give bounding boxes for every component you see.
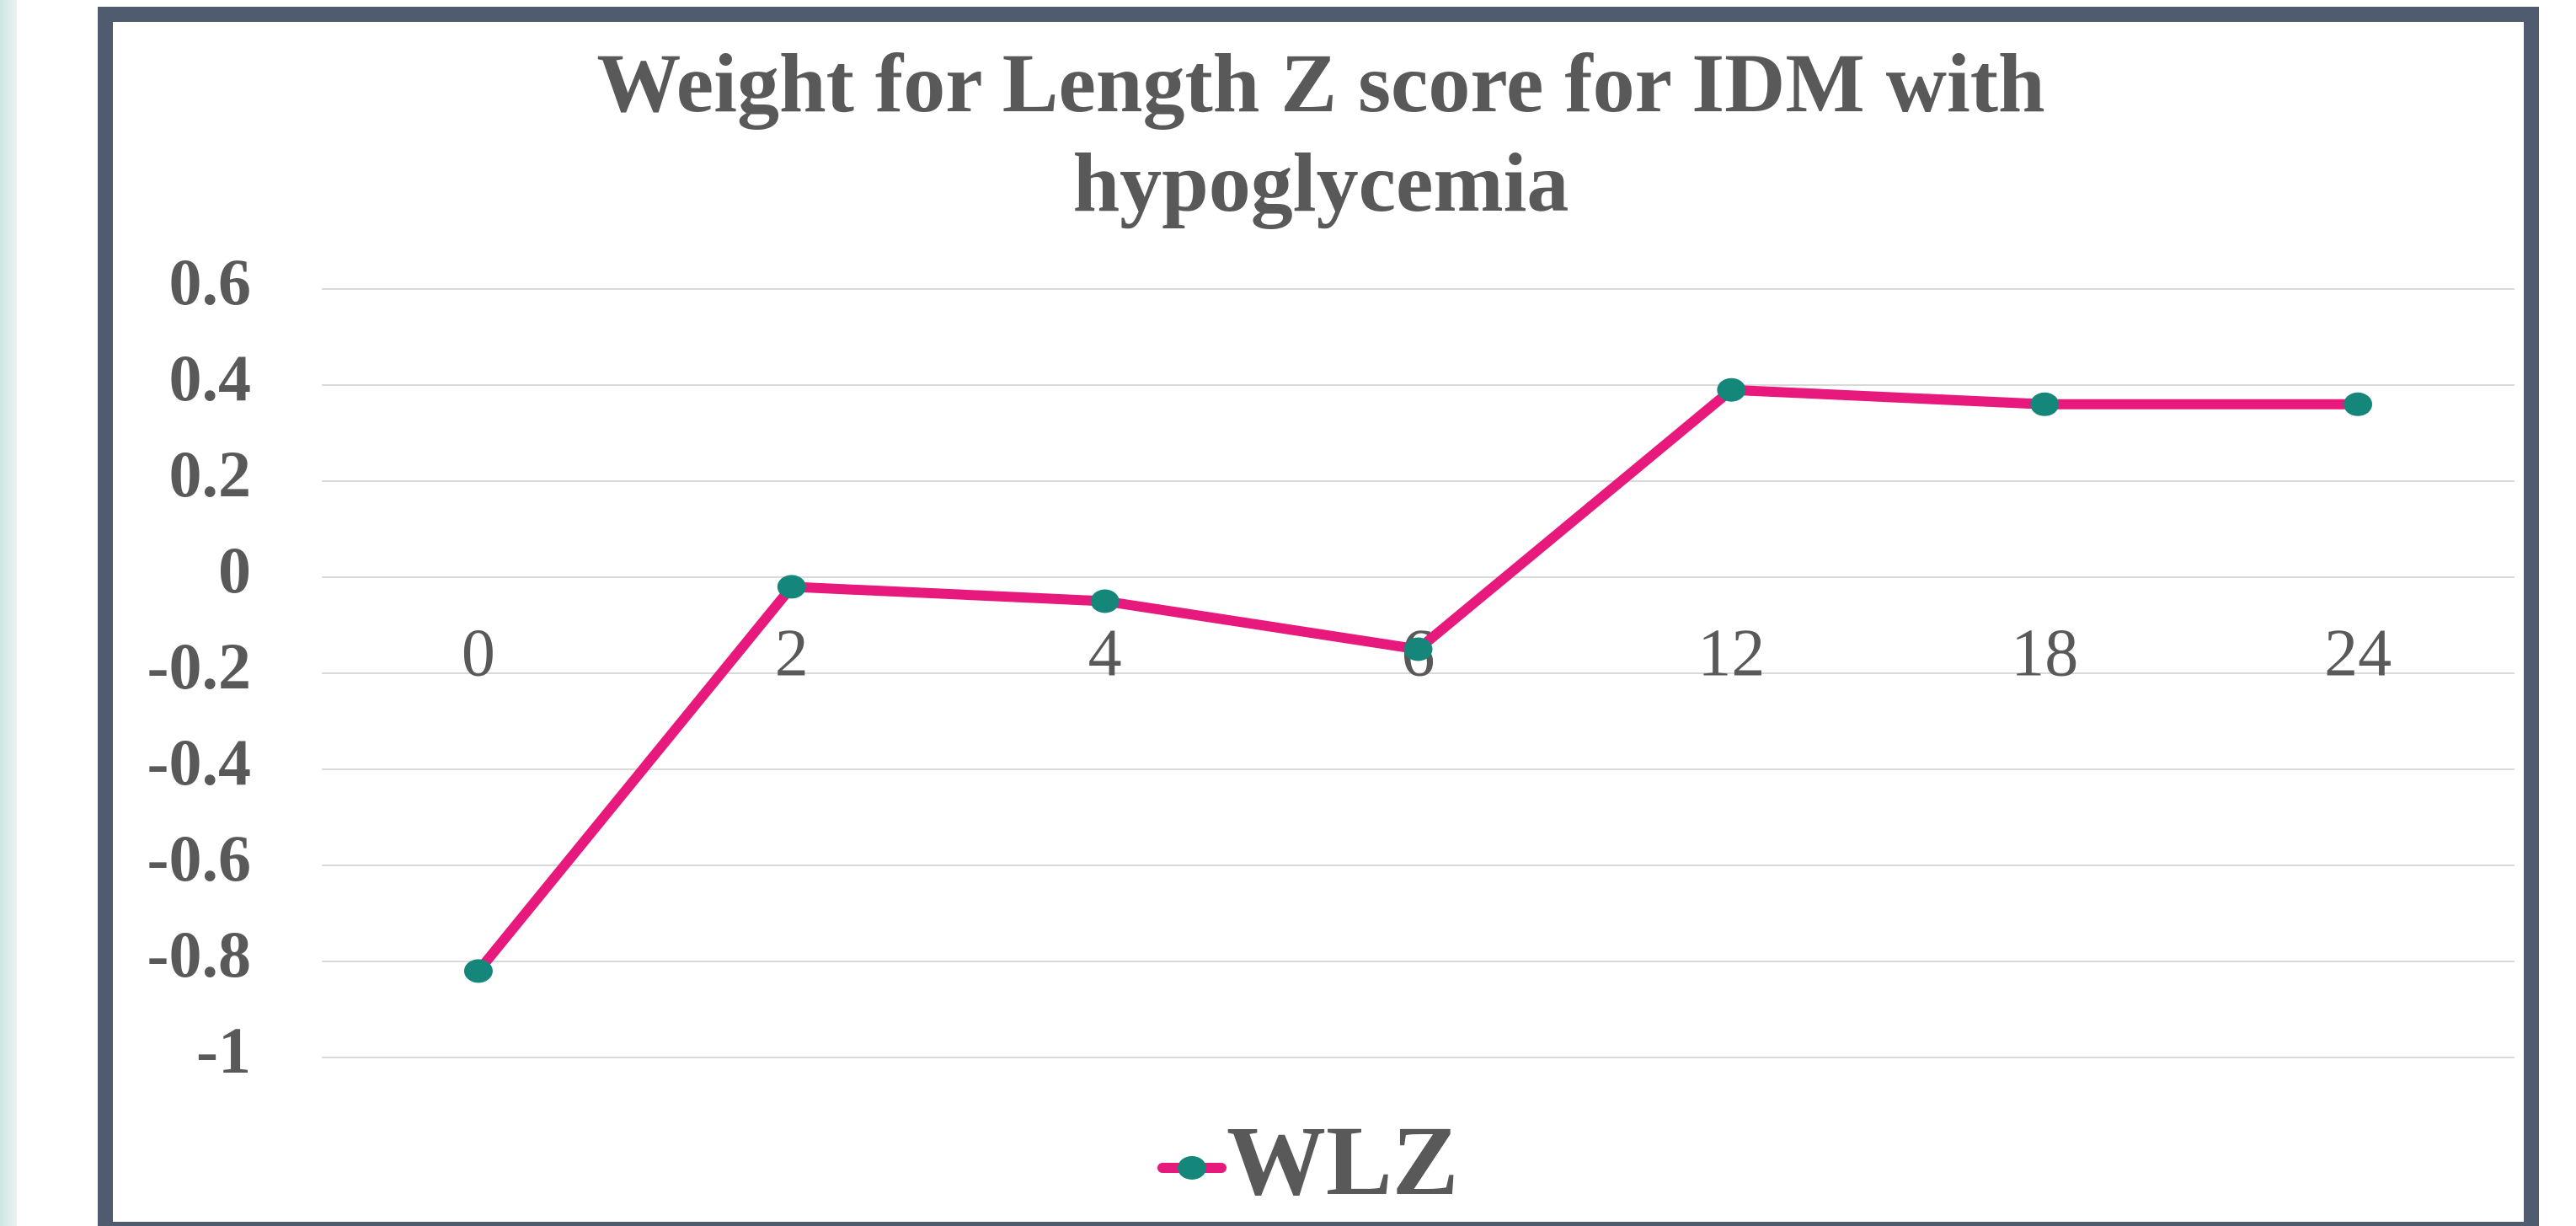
- y-tick-label: 0.6: [169, 245, 252, 319]
- legend-marker: [1178, 1156, 1206, 1180]
- y-tick-label: -0.2: [147, 629, 251, 703]
- y-tick-label: 0.4: [169, 341, 252, 415]
- data-point: [1090, 589, 1120, 613]
- slide-edge: [0, 0, 17, 1226]
- y-tick-label: 0.2: [169, 437, 252, 511]
- y-tick-label: 0: [218, 533, 251, 607]
- x-tick-label: 12: [1697, 616, 1765, 690]
- x-tick-label: 0: [462, 616, 495, 690]
- data-point: [1403, 637, 1433, 661]
- x-tick-label: 4: [1088, 616, 1122, 690]
- y-tick-label: -0.6: [147, 822, 251, 895]
- y-tick-label: -0.8: [147, 918, 251, 991]
- chart-frame: [98, 7, 2539, 1226]
- y-tick-label: -0.4: [147, 725, 251, 799]
- x-tick-label: 18: [2011, 616, 2078, 690]
- data-point: [463, 959, 493, 983]
- data-point: [1717, 377, 1746, 402]
- x-tick-label: 24: [2324, 616, 2392, 690]
- x-tick-label: 2: [775, 616, 809, 690]
- data-point: [2344, 392, 2373, 416]
- data-point: [2030, 392, 2060, 416]
- legend-label: WLZ: [1227, 1106, 1458, 1216]
- data-point: [777, 575, 806, 599]
- chart-title: Weight for Length Z score for IDM with h…: [596, 36, 2045, 229]
- y-tick-label: -1: [196, 1014, 251, 1087]
